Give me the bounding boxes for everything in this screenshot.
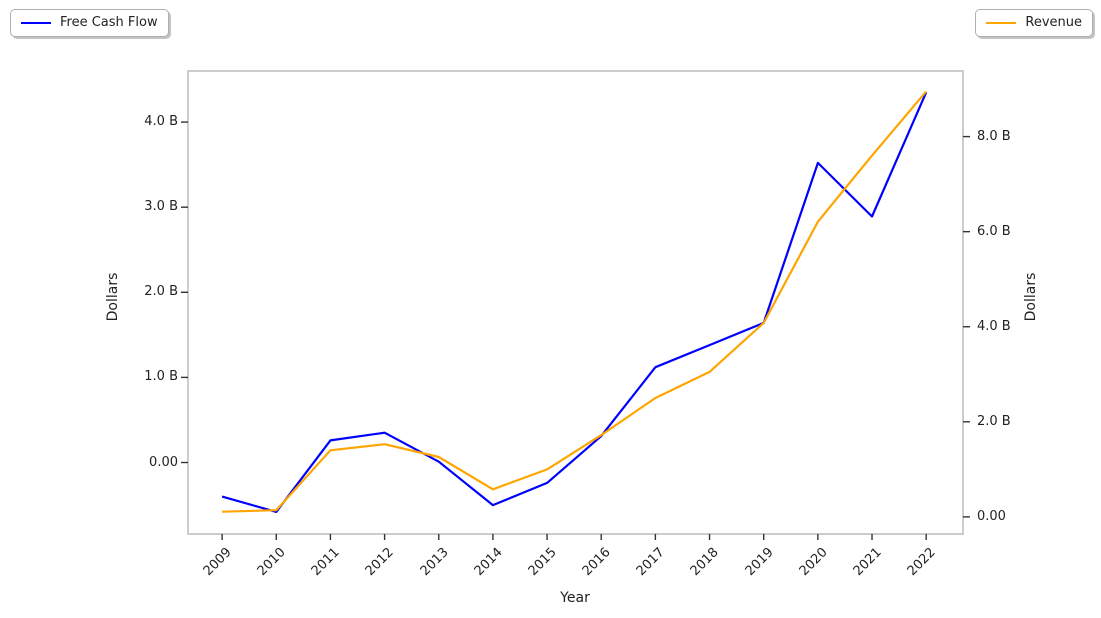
right-tick-label: 4.0 B bbox=[977, 318, 1011, 334]
right-tick-label: 6.0 B bbox=[977, 223, 1011, 239]
right-tick-label: 2.0 B bbox=[977, 413, 1011, 429]
left-tick-label: 3.0 B bbox=[144, 199, 178, 215]
y-axis-label-left: Dollars bbox=[105, 272, 121, 322]
left-tick-label: 1.0 B bbox=[144, 369, 178, 385]
legend-label-free-cash-flow: Free Cash Flow bbox=[60, 15, 158, 30]
right-tick-label: 0.00 bbox=[977, 508, 1006, 524]
right-tick-label: 8.0 B bbox=[977, 128, 1011, 144]
legend-free-cash-flow: Free Cash Flow bbox=[10, 9, 169, 37]
y-axis-label-right: Dollars bbox=[1023, 272, 1039, 322]
left-tick-label: 2.0 B bbox=[144, 284, 178, 300]
legend-label-revenue: Revenue bbox=[1025, 15, 1082, 30]
left-tick-label: 4.0 B bbox=[144, 114, 178, 130]
legend-line-swatch-orange bbox=[986, 22, 1017, 24]
x-axis-label: Year bbox=[560, 590, 590, 606]
line-revenue bbox=[222, 90, 928, 513]
legend-revenue: Revenue bbox=[975, 9, 1093, 37]
line-free-cash-flow bbox=[221, 91, 928, 513]
left-tick-label: 0.00 bbox=[149, 454, 178, 470]
legend-line-swatch-blue bbox=[21, 22, 51, 24]
